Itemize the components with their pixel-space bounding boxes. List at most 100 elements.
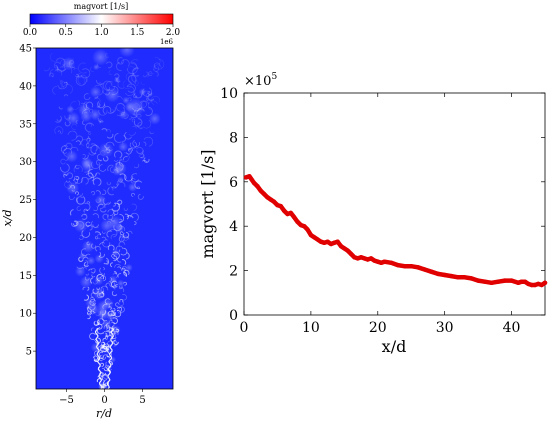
vortex-swirl [145,106,153,116]
vortex-swirl [155,71,159,77]
vortex-swirl [116,102,125,112]
vortex-glow [138,88,147,96]
vortex-swirl [96,287,100,290]
vortex-swirl [101,128,108,132]
vortex-swirl [122,80,132,90]
vortex-glow [89,86,102,98]
vortex-swirl [75,140,81,146]
series-point [469,276,474,281]
vortex-swirl [128,148,134,152]
vortex-swirl [81,176,89,185]
vortex-swirl [63,173,68,178]
vortex-swirl [75,176,80,181]
vortex-swirl [87,171,93,180]
vortex-swirl [129,59,139,64]
vortex-swirl [102,387,108,393]
vortex-swirl [111,186,117,191]
vortex-swirl [124,132,132,140]
vortex-swirl [85,253,91,257]
series-point [281,208,287,213]
vortex-glow [73,218,88,233]
vortex-swirl [121,59,125,64]
vortex-swirl [119,231,124,235]
vortex-swirl [103,102,106,107]
vortex-swirl [105,61,113,69]
series-point [275,202,280,208]
vortex-glow [113,161,127,176]
vortex-swirl [77,73,83,78]
vortex-swirl [120,247,128,256]
vortex-swirl [92,302,97,307]
vortex-swirl [97,63,102,68]
vortex-swirl [77,74,88,85]
vortex-swirl [118,224,123,230]
vortex-swirl [101,189,107,195]
vortex-swirl [112,308,116,312]
vortex-swirl [100,292,105,298]
vortex-swirl [116,78,121,83]
vortex-swirl [103,324,111,329]
vortex-swirl [55,115,62,123]
vortex-glow [118,109,129,120]
vortex-swirl [98,357,103,362]
series-point [429,269,434,274]
vortex-swirl [95,245,101,252]
line-chart: 0 2 4 6 8 10 0 10 20 30 40 ×105 x/d magvort [1/s] [198,72,548,356]
colorbar-tick-label: 0.0 [23,28,38,38]
vortex-swirl [154,57,161,65]
vortex-swirl [103,273,106,276]
series-point [312,235,317,240]
vortex-swirl [91,274,96,278]
vortex-glow [95,194,107,206]
vortex-swirl [90,66,95,72]
vortex-swirl [89,108,94,113]
vortex-swirl [129,132,136,136]
vortex-swirl [86,173,95,182]
vortex-swirl [113,132,122,143]
series-point [382,259,387,264]
vortex-swirl [115,61,122,72]
field-y-tick-label: 15 [19,271,32,282]
vortex-swirl [106,181,112,186]
series-point [402,264,407,269]
vortex-swirl [147,91,151,95]
vortex-swirl [71,220,78,227]
series-point [251,180,257,186]
vortex-swirl [100,275,106,282]
vortex-swirl [105,141,115,151]
vortex-swirl [99,372,103,376]
vortex-swirl [120,301,124,306]
vortex-swirl [116,328,120,333]
series-point [502,278,508,283]
series-point [342,246,347,251]
vortex-swirl [55,64,59,72]
vortex-swirl [130,173,140,183]
colorbar-title: magvort [1/s] [74,2,129,11]
vortex-swirl [124,113,129,119]
vortex-swirl [81,213,88,220]
vortex-swirl [91,220,100,228]
series-point [542,280,548,285]
vortex-swirl [78,256,84,262]
vortex-swirl [87,286,90,291]
vortex-swirl [102,337,106,341]
vortex-swirl [60,59,66,65]
vortex-glow [110,325,121,336]
vortex-swirl [61,64,66,69]
series-point [409,264,414,269]
vortex-swirl [74,164,80,170]
vortex-swirl [99,120,104,124]
vortex-swirl [93,97,101,105]
vortex-swirl [102,80,113,91]
series-point [298,222,304,228]
vortex-swirl [127,74,137,84]
vortex-swirl [97,153,103,161]
vortex-swirl [80,68,91,79]
vortex-swirl [77,100,81,106]
vortex-swirl [76,196,86,205]
chart-x-ticks: 0 10 20 30 40 [240,93,520,336]
vortex-swirl [117,266,122,269]
series-point [243,175,249,180]
vortex-swirl [109,228,118,238]
